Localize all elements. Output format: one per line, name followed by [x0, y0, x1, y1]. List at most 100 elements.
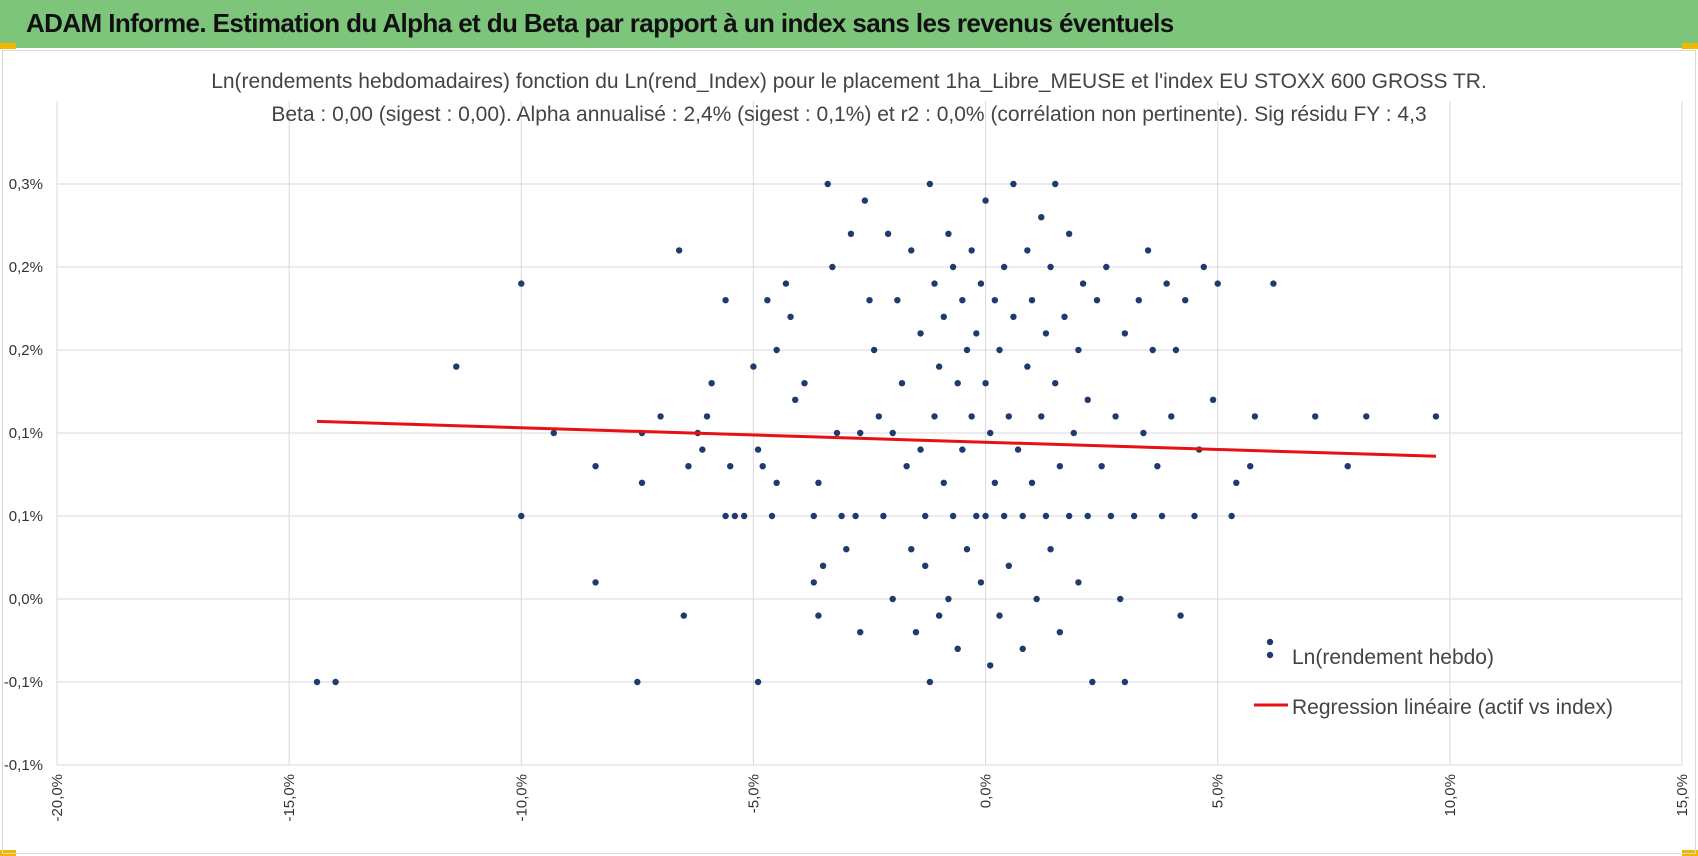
data-point [801, 380, 808, 387]
x-tick-label: 10,0% [1442, 774, 1459, 817]
data-point [829, 263, 836, 271]
grid-layer [56, 101, 1683, 766]
data-point [1047, 546, 1054, 553]
data-point [792, 396, 799, 403]
legend-marker-scatter [1266, 651, 1274, 659]
data-point [810, 579, 817, 586]
data-point [754, 678, 762, 686]
data-point [759, 463, 766, 470]
data-point [963, 546, 971, 553]
data-point [1233, 479, 1240, 486]
legend-marker-scatter [1266, 638, 1274, 646]
data-point [773, 346, 780, 354]
data-point [787, 313, 794, 320]
data-point [1158, 512, 1166, 520]
data-point [1010, 180, 1017, 188]
data-point [973, 512, 980, 520]
data-point [852, 512, 859, 520]
data-point [313, 678, 321, 686]
data-point [764, 297, 771, 304]
data-point [1130, 512, 1138, 520]
data-point [1056, 629, 1064, 636]
data-point [977, 280, 985, 287]
y-tick-label: -0,1% [4, 757, 43, 774]
data-point [1121, 330, 1129, 337]
data-point [1270, 280, 1277, 287]
x-tick-label: 15,0% [1674, 774, 1691, 817]
data-point [1005, 413, 1012, 420]
data-point [1075, 579, 1082, 586]
data-point [550, 429, 557, 437]
y-tick-label: 0,1% [9, 425, 43, 442]
data-point [1079, 280, 1087, 287]
data-point [1121, 678, 1129, 686]
data-point [1112, 413, 1119, 420]
data-point [940, 313, 947, 320]
data-point [931, 413, 938, 420]
data-point [815, 612, 822, 619]
chart-title: Ln(rendements hebdomadaires) fonction du… [211, 70, 1487, 93]
data-point [908, 247, 915, 254]
y-axis: 0,3% 0,2% 0,2% 0,1% 0,1% 0,0% -0,1% -0,1% [4, 176, 43, 774]
data-point [815, 479, 822, 486]
data-point [1070, 429, 1077, 437]
data-point [935, 363, 943, 370]
data-point [1047, 263, 1054, 271]
data-point [996, 346, 1003, 354]
data-point [657, 413, 664, 420]
y-tick-label: 0,2% [9, 342, 43, 359]
data-point [959, 446, 966, 453]
data-point [518, 512, 525, 520]
data-point [518, 280, 525, 287]
data-point [945, 595, 952, 603]
x-tick-label: -5,0% [745, 774, 762, 813]
data-point [1117, 595, 1124, 603]
data-point [592, 463, 599, 470]
data-point [954, 645, 961, 652]
data-point [1084, 512, 1091, 520]
data-point [1107, 512, 1115, 520]
x-tick-label: -20,0% [49, 774, 66, 822]
data-point [731, 512, 739, 520]
data-point [1000, 512, 1008, 520]
data-point [1168, 413, 1175, 420]
data-point [1010, 313, 1017, 320]
data-point [824, 180, 831, 188]
data-point [754, 446, 762, 453]
x-tick-label: 5,0% [1210, 774, 1227, 808]
data-point [1432, 413, 1440, 420]
data-point [1065, 230, 1073, 237]
data-point [782, 280, 790, 287]
data-point [1052, 380, 1059, 387]
data-point [982, 380, 989, 387]
data-point [959, 297, 966, 304]
data-point [991, 479, 999, 486]
data-point [1209, 396, 1217, 403]
data-point [1144, 247, 1152, 254]
data-point [1019, 645, 1026, 652]
y-tick-label: 0,1% [9, 508, 43, 525]
data-point [722, 297, 729, 304]
data-point [894, 297, 901, 304]
data-point [1098, 463, 1105, 470]
scatter-points [313, 180, 1440, 686]
data-point [1019, 512, 1026, 520]
data-point [1363, 413, 1370, 420]
chart-subtitle: Beta : 0,00 (sigest : 0,00). Alpha annua… [271, 103, 1426, 126]
data-point [1093, 297, 1101, 304]
data-point [1177, 612, 1184, 619]
data-point [857, 429, 864, 437]
data-point [982, 197, 989, 204]
data-point [1024, 247, 1031, 254]
data-point [708, 380, 715, 387]
data-point [912, 629, 920, 636]
data-point [675, 247, 683, 254]
legend: Ln(rendement hebdo) Regression linéaire … [1254, 638, 1613, 719]
data-point [1056, 463, 1064, 470]
data-point [750, 363, 757, 370]
data-point [922, 562, 929, 569]
data-point [861, 197, 869, 204]
data-point [722, 512, 729, 520]
x-axis: -20,0% -15,0% -10,0% -5,0% 0,0% 5,0% 10,0% 15,0… [49, 774, 1691, 822]
